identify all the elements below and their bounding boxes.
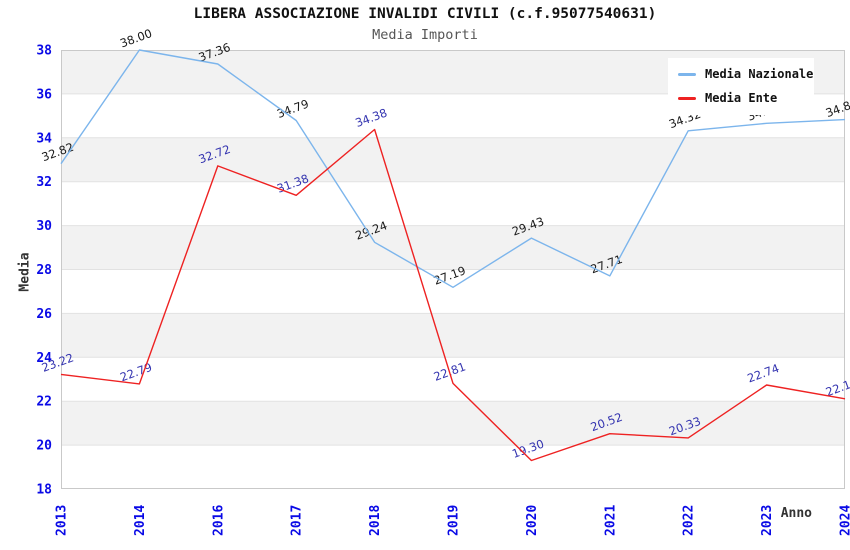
x-tick-label: 2016 bbox=[211, 505, 226, 536]
y-tick-label: 24 bbox=[36, 351, 52, 366]
chart-title: LIBERA ASSOCIAZIONE INVALIDI CIVILI (c.f… bbox=[193, 6, 657, 22]
media-nazionale-line-swatch bbox=[678, 72, 696, 76]
media-ente-line-swatch bbox=[678, 96, 696, 100]
legend-label-media-nazionale: Media Nazionale bbox=[705, 67, 814, 81]
plot-band bbox=[61, 137, 845, 182]
y-tick-label: 38 bbox=[36, 44, 52, 59]
x-tick-label: 2022 bbox=[682, 505, 697, 536]
legend-item-media-ente: Media Ente bbox=[678, 91, 814, 105]
point-label: 34.38 bbox=[353, 106, 389, 130]
chart-subtitle: Media Importi bbox=[372, 27, 478, 43]
y-tick-label: 26 bbox=[36, 307, 52, 322]
x-tick-label: 2019 bbox=[447, 505, 462, 536]
plot-band bbox=[61, 225, 845, 270]
y-tick-label: 20 bbox=[36, 439, 52, 454]
legend-label-media-ente: Media Ente bbox=[705, 91, 778, 105]
point-label: 22.74 bbox=[745, 361, 781, 385]
series-line-media-ente bbox=[60, 128, 846, 462]
y-axis-title: Media bbox=[17, 252, 33, 292]
series-line-media-nazionale bbox=[60, 49, 846, 288]
y-tick-label: 22 bbox=[36, 395, 52, 410]
y-tick-label: 28 bbox=[36, 263, 52, 278]
x-tick-label: 2018 bbox=[368, 505, 383, 536]
x-tick-label: 2017 bbox=[290, 505, 305, 536]
plot-band bbox=[61, 313, 845, 358]
legend-item-media-nazionale: Media Nazionale bbox=[678, 67, 814, 81]
y-tick-label: 32 bbox=[36, 175, 52, 190]
x-tick-label: 2024 bbox=[839, 505, 850, 536]
point-label: 38.00 bbox=[118, 26, 154, 50]
y-tick-label: 36 bbox=[36, 87, 52, 102]
x-tick-label: 2020 bbox=[525, 505, 540, 536]
legend: Media Nazionale Media Ente bbox=[668, 58, 814, 115]
x-tick-label: 2021 bbox=[603, 505, 618, 536]
y-tick-label: 18 bbox=[36, 483, 52, 498]
point-label: 22.79 bbox=[118, 360, 154, 384]
plot-border bbox=[61, 50, 845, 489]
x-tick-label: 2023 bbox=[760, 505, 775, 536]
plot-band bbox=[61, 401, 845, 446]
x-axis-title: Anno bbox=[780, 506, 812, 521]
x-tick-label: 2014 bbox=[133, 505, 148, 536]
y-tick-label: 30 bbox=[36, 219, 52, 234]
point-label: 34.83 bbox=[824, 96, 850, 120]
x-tick-label: 2013 bbox=[55, 505, 70, 536]
y-tick-label: 34 bbox=[36, 131, 52, 146]
